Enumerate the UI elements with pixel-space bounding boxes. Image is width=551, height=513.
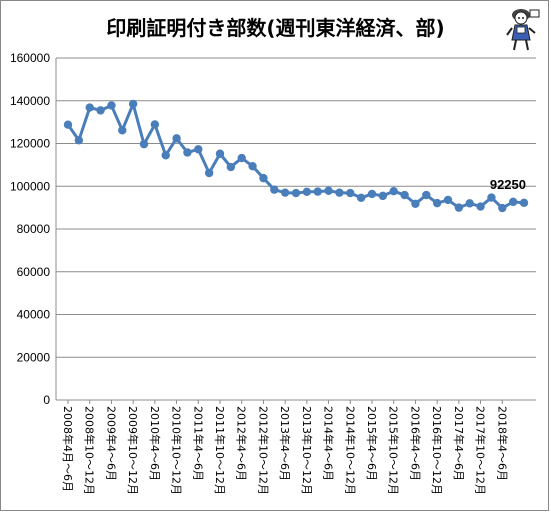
data-point	[454, 203, 464, 212]
y-tick-label: 140000	[10, 94, 50, 108]
x-tick-label: 2018年4～6月	[495, 406, 509, 481]
x-tick-label: 2014年4～6月	[322, 406, 336, 481]
y-tick-label: 80000	[17, 222, 51, 236]
x-tick-label: 2016年4～6月	[408, 406, 422, 481]
grid-lines	[56, 57, 536, 401]
data-point	[465, 199, 474, 208]
data-point	[259, 173, 268, 183]
y-tick-label: 20000	[17, 350, 51, 364]
data-point	[378, 191, 388, 201]
data-point	[498, 203, 507, 213]
x-tick-label: 2015年10～12月	[387, 406, 401, 495]
data-point	[324, 186, 333, 195]
data-point	[476, 202, 485, 211]
data-point	[400, 190, 409, 200]
data-point	[367, 189, 377, 199]
x-tick-label: 2012年4～6月	[235, 406, 249, 481]
data-point	[335, 188, 344, 197]
data-point	[118, 126, 127, 135]
axes	[55, 58, 536, 404]
last-value-label: 92250	[490, 177, 526, 192]
data-point	[172, 134, 181, 143]
data-point	[194, 145, 203, 154]
x-tick-label: 2014年10～12月	[343, 406, 357, 495]
x-tick-label: 2015年4～6月	[365, 406, 379, 481]
x-tick-label: 2009年4～6月	[104, 406, 118, 481]
x-tick-label: 2008年10～12月	[83, 406, 97, 495]
data-point	[280, 188, 290, 197]
data-labels: 92250	[490, 177, 526, 192]
y-tick-label: 60000	[17, 265, 51, 279]
data-point	[389, 186, 398, 196]
data-point	[248, 161, 257, 171]
x-tick-label: 2010年10～12月	[170, 406, 184, 495]
data-point	[432, 198, 442, 208]
data-point	[443, 195, 453, 205]
x-tick-label: 2017年4～6月	[452, 406, 466, 481]
x-tick-label: 2017年10～12月	[474, 406, 488, 495]
data-point	[237, 153, 246, 163]
data-point	[313, 187, 322, 196]
x-tick-label: 2009年10～12月	[126, 406, 140, 495]
data-point	[270, 185, 279, 194]
data-point	[107, 101, 116, 110]
data-point	[74, 136, 84, 145]
x-tick-label: 2008年4月～6月	[61, 406, 75, 492]
data-point	[487, 193, 496, 202]
data-point	[139, 139, 149, 149]
series-subscription-count	[63, 99, 529, 213]
y-tick-label: 0	[43, 393, 50, 407]
data-point	[215, 149, 225, 158]
data-point	[422, 190, 431, 200]
data-point	[150, 120, 160, 129]
chart-title: 印刷証明付き部数(週刊東洋経済、部)	[106, 16, 445, 40]
data-point	[161, 151, 170, 160]
data-point	[291, 188, 301, 198]
data-point	[128, 99, 138, 109]
data-point	[356, 193, 366, 202]
data-point	[226, 162, 236, 172]
data-point	[346, 188, 355, 198]
x-tick-label: 2012年10～12月	[256, 406, 270, 495]
y-tick-label: 40000	[17, 308, 51, 322]
y-tick-labels: 0 20000 40000 60000 80000 100000 120000 140000 1…	[10, 51, 50, 407]
x-tick-label: 2016年10～12月	[430, 406, 444, 495]
data-point	[519, 198, 529, 208]
x-tick-label: 2013年10～12月	[300, 406, 314, 495]
data-point	[63, 120, 73, 129]
data-point	[85, 103, 94, 112]
x-tick-label: 2011年10～12月	[213, 406, 227, 495]
mascot-illustration	[506, 9, 540, 51]
x-tick-label: 2011年4～6月	[191, 406, 205, 481]
data-point	[204, 168, 214, 178]
data-point	[508, 197, 518, 207]
data-point	[96, 106, 105, 115]
data-point	[302, 187, 312, 197]
y-tick-label: 100000	[10, 179, 50, 193]
data-point	[183, 148, 192, 157]
x-tick-label: 2010年4～6月	[148, 406, 162, 481]
data-point	[411, 199, 420, 208]
x-tick-labels: 2008年4月～6月 2008年10～12月 2009年4～6月 2009年10～12…	[61, 406, 509, 495]
y-tick-label: 120000	[10, 137, 50, 151]
y-tick-label: 160000	[10, 51, 50, 65]
x-tick-label: 2013年4～6月	[278, 406, 292, 481]
